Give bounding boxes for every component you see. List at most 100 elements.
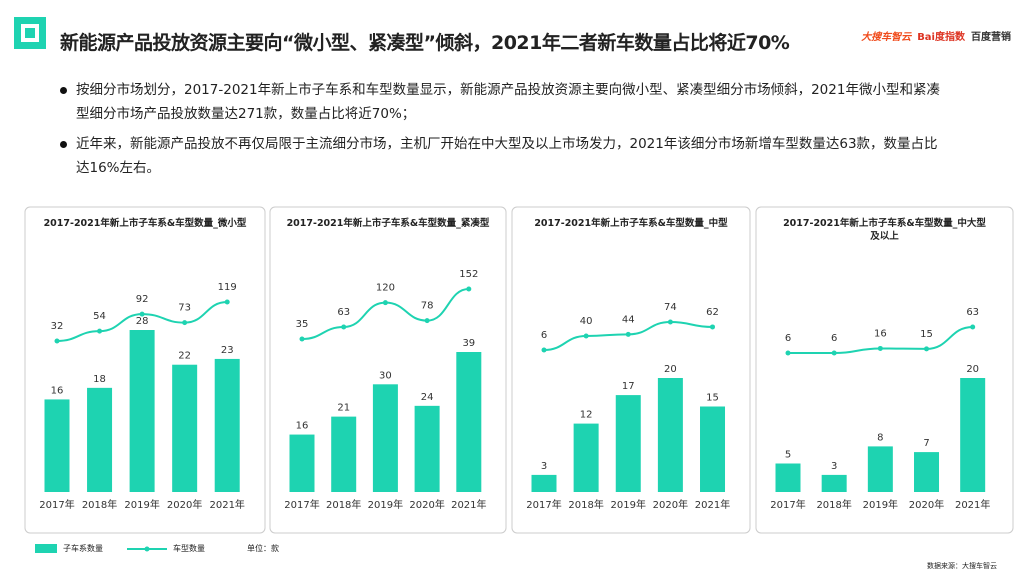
- chart-title: 2017-2021年新上市子车系&车型数量_紧凑型: [287, 217, 490, 229]
- bar-value-label: 15: [706, 393, 719, 404]
- bar: [821, 474, 847, 492]
- bar: [87, 387, 113, 492]
- brand-logo: 大搜车智云: [861, 32, 912, 43]
- brand-logo: Bai度指数: [917, 32, 965, 43]
- bar: [331, 416, 357, 492]
- x-tick-label: 2018年: [816, 498, 851, 511]
- bar: [129, 330, 155, 492]
- line-point: [970, 324, 976, 330]
- x-tick-label: 2017年: [526, 498, 561, 511]
- chart-title: 及以上: [870, 230, 899, 242]
- bar-value-label: 30: [379, 370, 392, 381]
- x-tick-label: 2020年: [167, 498, 202, 511]
- bar-value-label: 3: [831, 461, 837, 472]
- bar: [775, 463, 801, 492]
- bar-value-label: 39: [462, 338, 475, 349]
- line-point: [382, 300, 388, 306]
- bar-value-label: 28: [136, 316, 149, 327]
- unit-label: 单位：款: [247, 544, 279, 553]
- legend-bar-label: 子车系数量: [63, 544, 103, 553]
- line-point: [625, 331, 631, 337]
- page-title: 新能源产品投放资源主要向“微小型、紧凑型”倾斜，2021年二者新车数量占比将近7…: [60, 32, 790, 54]
- bar-value-label: 24: [421, 392, 434, 403]
- data-source: 数据来源：大搜车智云: [927, 562, 997, 570]
- line-point: [710, 324, 716, 330]
- bullet-item: 近年来，新能源产品投放不再仅局限于主流细分市场，主机厂开始在中大型及以上市场发力…: [60, 132, 950, 180]
- x-tick-label: 2021年: [451, 498, 486, 511]
- bar-value-label: 20: [966, 364, 979, 375]
- bar: [44, 399, 70, 492]
- line-value-label: 62: [706, 307, 719, 318]
- x-tick-label: 2021年: [955, 498, 990, 511]
- line-point: [541, 347, 547, 353]
- chart-panel: [755, 206, 1014, 534]
- x-tick-label: 2017年: [39, 498, 74, 511]
- bar: [573, 423, 599, 492]
- line-value-label: 6: [541, 330, 547, 341]
- chart-title: 2017-2021年新上市子车系&车型数量_中型: [534, 217, 728, 229]
- bar: [456, 352, 482, 492]
- chart-title: 2017-2021年新上市子车系&车型数量_中大型: [783, 217, 986, 229]
- bar: [289, 434, 315, 492]
- bar-value-label: 12: [580, 410, 593, 421]
- x-tick-label: 2018年: [568, 498, 603, 511]
- bar: [615, 395, 641, 492]
- line-point: [583, 333, 589, 339]
- bar-value-label: 17: [622, 381, 635, 392]
- line-value-label: 63: [337, 307, 350, 318]
- line-value-label: 40: [580, 316, 593, 327]
- x-tick-label: 2018年: [326, 498, 361, 511]
- bullet-list: 按细分市场划分，2017-2021年新上市子车系和车型数量显示，新能源产品投放资…: [60, 78, 950, 186]
- bar: [414, 405, 440, 492]
- x-tick-label: 2020年: [653, 498, 688, 511]
- line-value-label: 63: [966, 307, 979, 318]
- bar: [531, 474, 557, 492]
- bar-value-label: 20: [664, 364, 677, 375]
- x-tick-label: 2019年: [124, 498, 159, 511]
- bar: [914, 452, 940, 492]
- x-tick-label: 2017年: [284, 498, 319, 511]
- line-point: [182, 320, 188, 326]
- bar-value-label: 16: [296, 421, 309, 432]
- bar-value-label: 21: [337, 403, 350, 414]
- bar: [867, 446, 893, 492]
- bar: [214, 358, 240, 492]
- line-value-label: 119: [218, 282, 237, 293]
- line-point: [424, 318, 430, 324]
- bar: [172, 364, 198, 492]
- line-point: [466, 286, 472, 292]
- legend-line-swatch: [127, 546, 167, 551]
- bar-value-label: 22: [178, 351, 191, 362]
- line-value-label: 74: [664, 302, 677, 313]
- bar-value-label: 3: [541, 461, 547, 472]
- line-value-label: 152: [459, 269, 478, 280]
- bar: [700, 406, 726, 492]
- legend-bar-swatch: [35, 544, 57, 553]
- bar-value-label: 7: [923, 438, 929, 449]
- line-point: [667, 319, 673, 325]
- legend: 子车系数量 车型数量 单位：款: [35, 543, 279, 554]
- bar-value-label: 8: [877, 432, 883, 443]
- chart-panel: [269, 206, 507, 534]
- logo-icon: [14, 17, 46, 49]
- x-tick-label: 2021年: [695, 498, 730, 511]
- bar-value-label: 16: [51, 385, 64, 396]
- bar: [960, 378, 986, 492]
- legend-line-label: 车型数量: [173, 544, 205, 553]
- line-value-label: 73: [178, 303, 191, 314]
- x-tick-label: 2020年: [409, 498, 444, 511]
- line-value-label: 16: [874, 328, 887, 339]
- chart-panel: [24, 206, 266, 534]
- x-tick-label: 2018年: [82, 498, 117, 511]
- brand-logo: 百度营销: [971, 32, 1011, 43]
- bar-value-label: 23: [221, 345, 234, 356]
- bar-value-label: 18: [93, 374, 106, 385]
- line-value-label: 44: [622, 314, 635, 325]
- line-point: [341, 324, 347, 330]
- line-value-label: 6: [831, 333, 837, 344]
- line-value-label: 78: [421, 301, 434, 312]
- x-tick-label: 2017年: [770, 498, 805, 511]
- bar: [372, 384, 398, 492]
- chart-panel: [511, 206, 751, 534]
